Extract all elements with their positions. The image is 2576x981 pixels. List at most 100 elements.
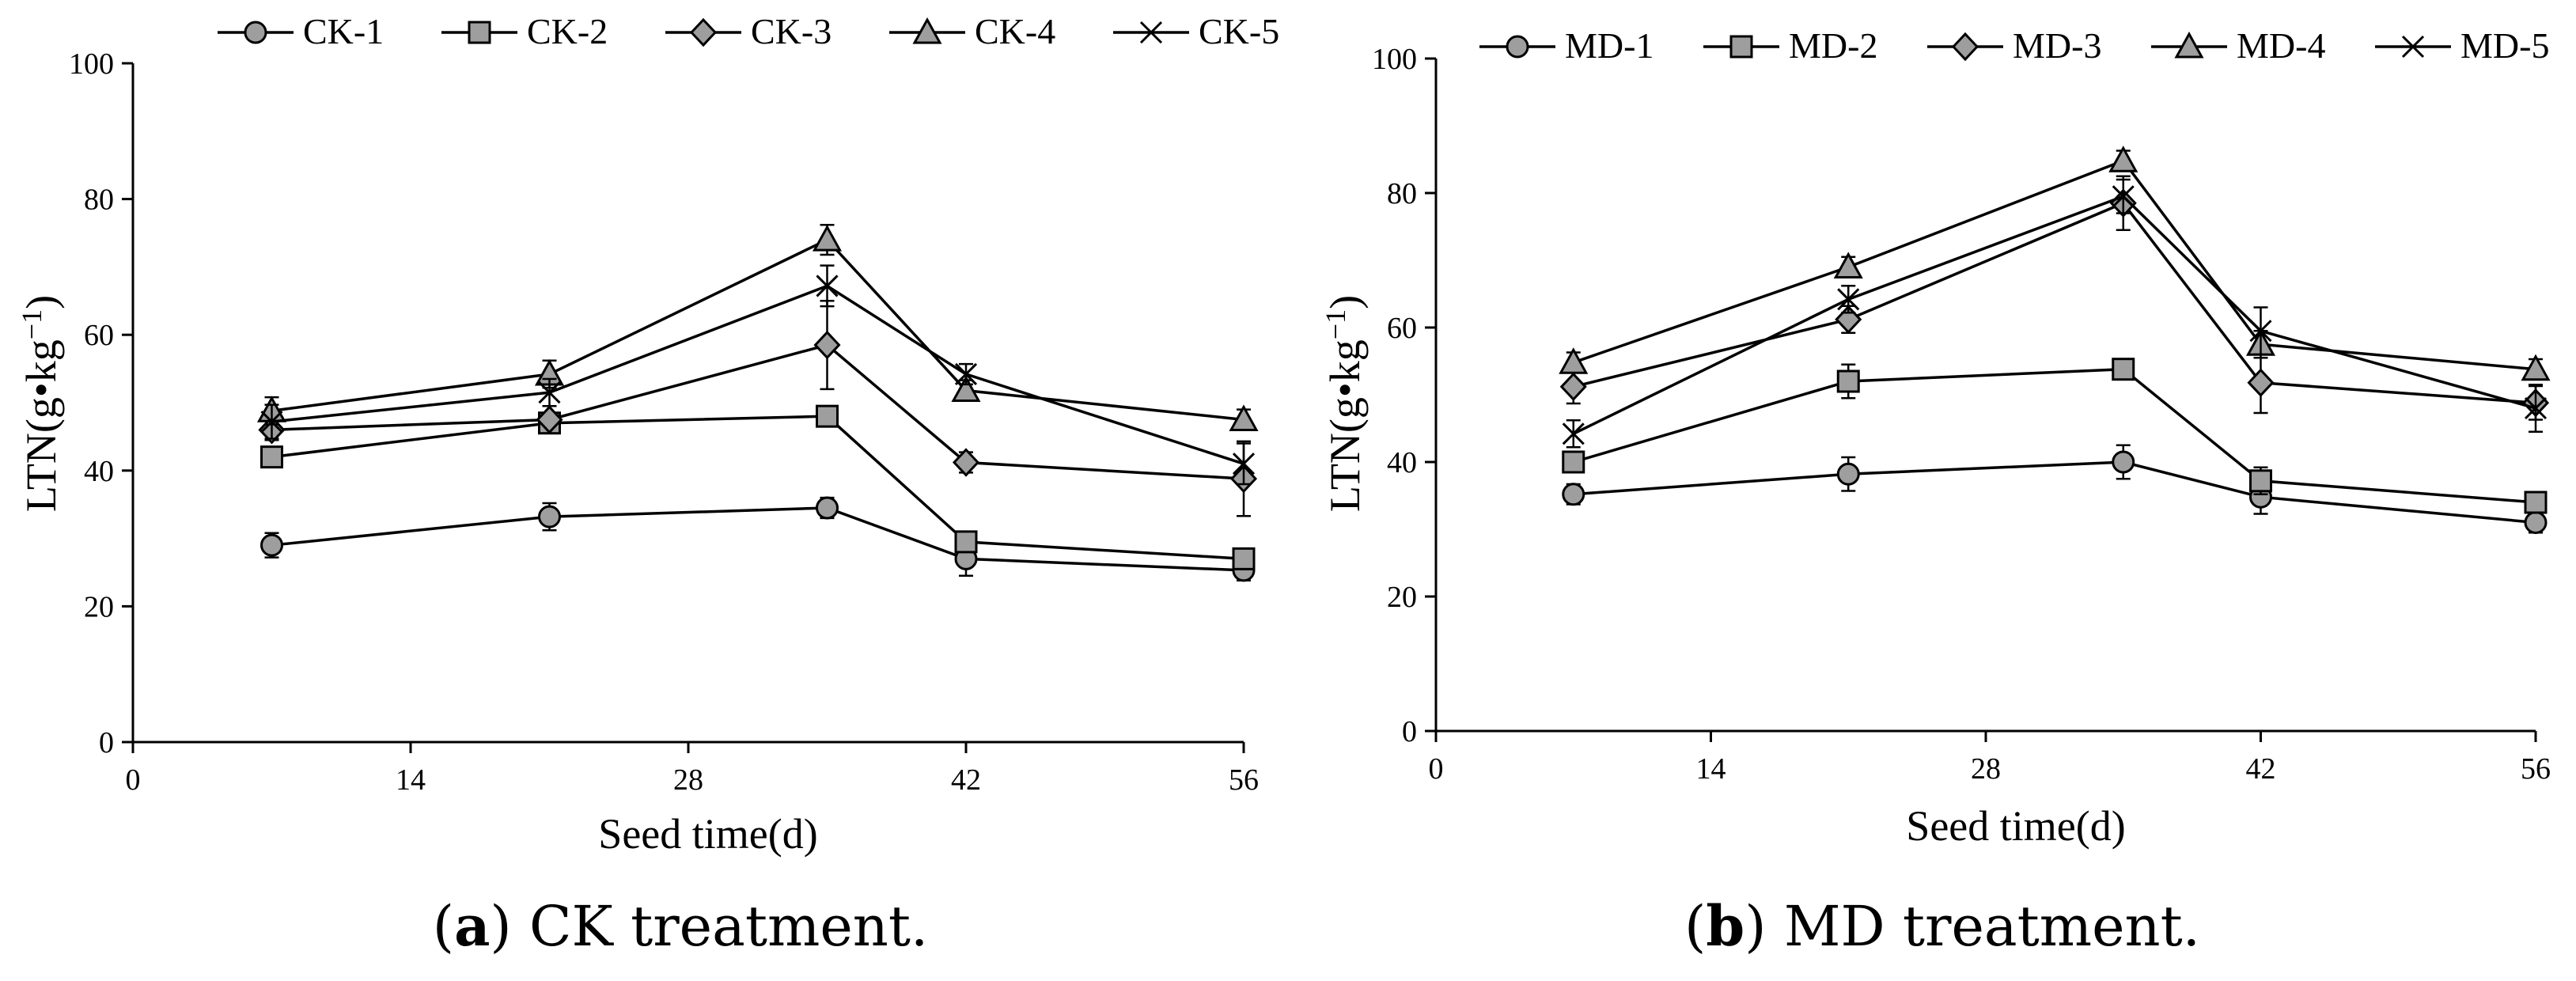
ck-series-line-ck-3 [271, 343, 1244, 480]
md-x-tick-label: 56 [2521, 752, 2551, 786]
ck-data-point-ck-4 [1229, 404, 1259, 431]
md-y-label-end: ) [1321, 295, 1369, 309]
ck-caption-open: ( [433, 894, 454, 959]
md-caption-open: ( [1684, 894, 1706, 959]
md-legend-marker-md-5 [2401, 35, 2425, 59]
ck-data-point-ck-2 [816, 404, 839, 428]
ck-legend-marker-ck-2 [468, 21, 491, 44]
md-data-point-md-3 [2247, 368, 2275, 397]
md-caption: (b) MD treatment. [1684, 893, 2200, 959]
md-data-point-md-2 [2524, 490, 2548, 514]
md-data-point-md-1 [1562, 483, 1585, 506]
md-caption-close: ) [1744, 894, 1766, 959]
md-x-tick-label: 28 [1971, 752, 2001, 786]
md-legend-label: MD-2 [1789, 25, 1877, 66]
md-legend-label: MD-1 [1565, 25, 1654, 66]
md-y-axis-label: LTN(g•kg−1) [1320, 295, 1369, 512]
md-legend-marker-md-4 [2174, 31, 2204, 59]
ck-y-tick-label: 100 [69, 47, 114, 81]
ck-data-point-ck-5 [816, 275, 839, 297]
ck-data-point-ck-5 [954, 362, 978, 386]
ck-series-line-ck-5 [271, 284, 1244, 465]
ck-data-point-ck-1 [816, 496, 839, 520]
md-x-tick-label: 42 [2246, 752, 2276, 786]
md-legend-label: MD-5 [2460, 25, 2549, 66]
ck-y-tick-label: 60 [84, 319, 114, 352]
md-data-point-md-4 [2521, 354, 2551, 381]
md-data-point-md-5 [2249, 320, 2272, 343]
md-data-point-md-1 [2112, 450, 2135, 474]
ck-legend-label: CK-2 [527, 11, 608, 51]
md-y-tick-label: 60 [1387, 312, 1417, 345]
md-data-point-md-5 [2112, 185, 2135, 208]
ck-x-axis-label: Seed time(d) [598, 810, 817, 858]
md-plot-area: 0 20 40 60 80 100 0 14 28 42 56 [1372, 43, 2551, 786]
md-data-point-md-4 [1559, 347, 1589, 374]
md-y-tick-label: 0 [1402, 715, 1417, 748]
md-data-point-md-1 [2524, 511, 2548, 534]
ck-x-tick-label: 42 [951, 763, 981, 797]
ck-series-line-ck-2 [271, 415, 1244, 561]
md-x-axis-label: Seed time(d) [1906, 802, 2125, 850]
ck-data-point-ck-5 [538, 381, 561, 404]
ck-data-point-ck-2 [260, 445, 283, 469]
ck-legend: CK-1 CK-2 CK-3 CK-4 CK-5 [218, 11, 1279, 51]
ck-legend-marker-ck-1 [244, 21, 267, 44]
md-y-tick-label: 100 [1372, 43, 1417, 76]
ck-caption-close: ) [490, 894, 511, 959]
md-data-point-md-2 [1562, 450, 1585, 474]
ck-x-tick-label: 28 [673, 763, 703, 797]
md-data-point-md-2 [1836, 369, 1860, 393]
ck-series-line-ck-4 [271, 237, 1244, 422]
ck-data-point-ck-3 [952, 448, 980, 477]
ck-data-point-ck-4 [812, 224, 843, 252]
ck-y-tick-label: 20 [84, 590, 114, 623]
ck-legend-label: CK-3 [751, 11, 832, 51]
ck-data-point-ck-5 [1232, 453, 1256, 475]
ck-x-tick-label: 56 [1229, 763, 1259, 797]
md-legend: MD-1 MD-2 MD-3 MD-4 MD-5 [1479, 25, 2549, 66]
ck-y-tick-label: 80 [84, 184, 114, 217]
ck-y-tick-label: 40 [84, 455, 114, 488]
md-caption-text: MD treatment. [1767, 894, 2200, 959]
md-data-point-md-2 [2249, 469, 2272, 493]
ck-y-tick-label: 0 [99, 726, 114, 759]
ck-y-label-main: LTN(g•kg [17, 339, 65, 512]
ck-series-line-ck-1 [271, 506, 1244, 572]
md-y-label-main: LTN(g•kg [1321, 339, 1369, 512]
md-series-line-md-4 [1573, 159, 2536, 371]
md-legend-label: MD-4 [2237, 25, 2325, 66]
md-x-tick-label: 0 [1429, 752, 1444, 786]
ck-data-point-ck-5 [260, 410, 283, 434]
md-data-point-md-5 [2524, 396, 2548, 420]
md-data-point-md-5 [1837, 288, 1860, 311]
ck-y-axis-label: LTN(g•kg−1) [16, 295, 65, 512]
ck-data-point-ck-3 [536, 405, 563, 434]
md-legend-marker-md-1 [1506, 35, 1529, 59]
md-data-point-md-4 [2108, 146, 2138, 172]
ck-legend-label: CK-1 [303, 11, 384, 51]
ck-legend-label: CK-5 [1199, 11, 1279, 51]
md-data-point-md-1 [1836, 462, 1860, 486]
md-data-point-md-3 [1559, 372, 1587, 401]
ck-x-tick-label: 14 [396, 763, 426, 797]
ck-data-point-ck-4 [951, 375, 981, 403]
ck-legend-marker-ck-3 [689, 17, 718, 47]
ck-legend-marker-ck-4 [912, 17, 942, 44]
md-data-point-md-4 [1833, 252, 1863, 278]
ck-caption: (a) CK treatment. [433, 893, 929, 959]
md-y-tick-label: 20 [1387, 581, 1417, 614]
md-y-label-sup: −1 [1320, 309, 1351, 339]
md-y-tick-label: 40 [1387, 446, 1417, 479]
ck-data-point-ck-2 [1232, 547, 1256, 570]
ck-data-point-ck-3 [813, 330, 841, 360]
md-data-point-md-5 [1562, 422, 1585, 445]
md-y-tick-label: 80 [1387, 177, 1417, 210]
ck-data-point-ck-2 [954, 530, 978, 554]
ck-data-point-ck-1 [260, 533, 283, 557]
md-legend-label: MD-3 [2013, 25, 2101, 66]
md-caption-letter: b [1706, 893, 1744, 959]
